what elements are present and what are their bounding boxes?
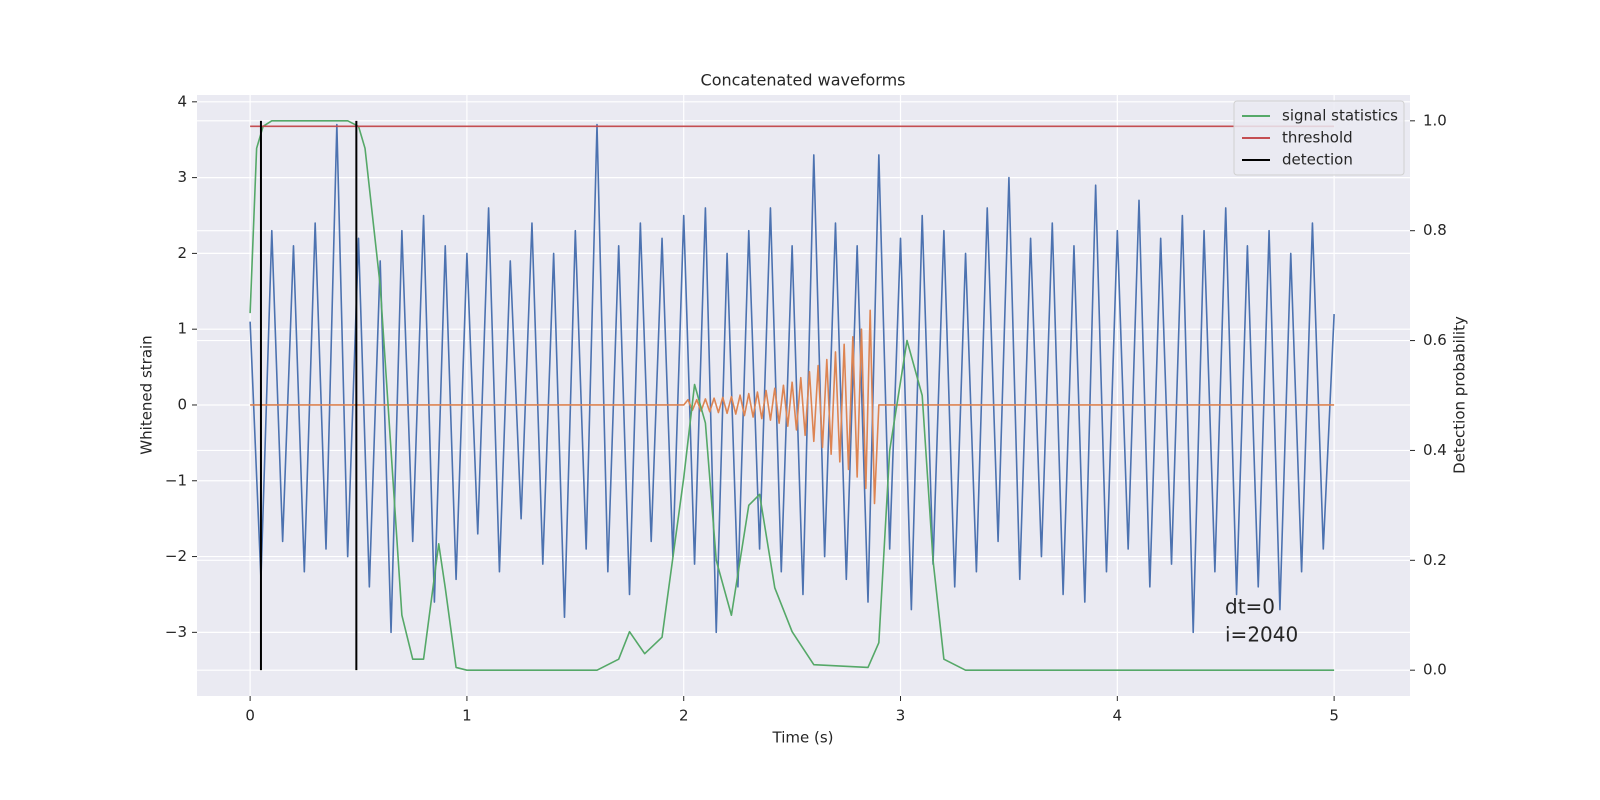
legend-label: threshold — [1282, 129, 1353, 147]
x-tick-label: 4 — [1113, 707, 1123, 725]
y2-tick-label: 0.4 — [1423, 441, 1447, 459]
x-axis-label: Time (s) — [772, 729, 834, 747]
legend-label: detection — [1282, 151, 1353, 169]
y-tick-label: −3 — [165, 623, 187, 641]
series-line — [249, 123, 1335, 634]
series-line — [249, 120, 1335, 671]
series-layer — [249, 120, 1335, 671]
y2-tick-label: 0.0 — [1423, 661, 1447, 679]
y-tick-label: 1 — [177, 320, 187, 338]
y-tick-label: 0 — [177, 395, 187, 413]
chart-title: Concatenated waveforms — [701, 71, 906, 90]
legend-label: signal statistics — [1282, 107, 1398, 125]
legend-box — [1233, 100, 1405, 176]
annotation: dt=0 — [1225, 595, 1275, 619]
plot-area — [197, 95, 1410, 696]
y-axis-label: Whitened strain — [138, 335, 156, 454]
x-tick-label: 5 — [1329, 707, 1339, 725]
series-line — [250, 309, 1335, 505]
y-tick-label: 2 — [177, 244, 187, 262]
y2-tick-label: 0.6 — [1423, 331, 1447, 349]
x-tick-label: 1 — [462, 707, 472, 725]
y-tick-label: 3 — [177, 168, 187, 186]
y2-tick-label: 1.0 — [1423, 111, 1447, 129]
y-tick-label: −1 — [165, 471, 187, 489]
y2-axis-label: Detection probability — [1451, 316, 1469, 474]
y2-tick-label: 0.8 — [1423, 221, 1447, 239]
x-tick-label: 3 — [896, 707, 906, 725]
y2-tick-label: 0.2 — [1423, 551, 1447, 569]
annotation: i=2040 — [1225, 623, 1298, 647]
x-tick-label: 2 — [679, 707, 689, 725]
y-tick-label: 4 — [177, 92, 187, 110]
y-tick-label: −2 — [165, 547, 187, 565]
x-tick-label: 0 — [245, 707, 255, 725]
